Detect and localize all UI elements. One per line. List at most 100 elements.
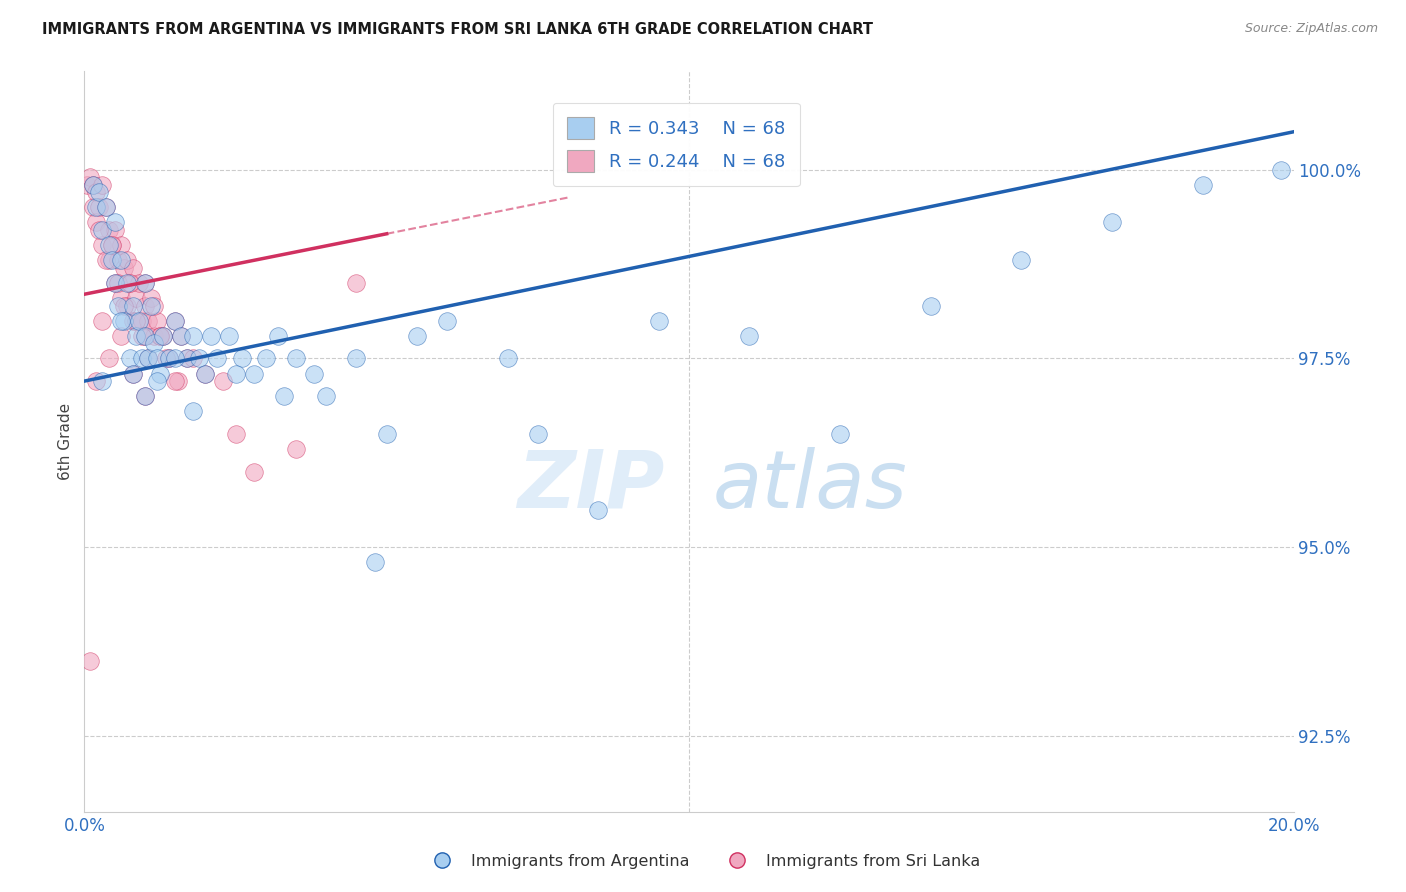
Text: Source: ZipAtlas.com: Source: ZipAtlas.com [1244, 22, 1378, 36]
Point [134, 276, 156, 290]
Point [110, 313, 132, 327]
Point [346, 351, 368, 366]
Point [152, 328, 174, 343]
Point [115, 276, 138, 290]
Point [346, 276, 368, 290]
Point [149, 328, 172, 343]
Point [82, 178, 104, 192]
Point [165, 313, 187, 327]
Point [104, 276, 127, 290]
Point [79, 170, 101, 185]
Point [142, 336, 165, 351]
Point [89, 223, 111, 237]
Point [170, 328, 193, 343]
Point [118, 276, 141, 290]
Point [496, 351, 519, 366]
Point [100, 253, 122, 268]
Point [139, 299, 162, 313]
Point [121, 367, 143, 381]
Point [142, 328, 165, 343]
Point [86, 186, 108, 200]
Point [200, 328, 222, 343]
Point [121, 260, 143, 275]
Point [267, 328, 290, 343]
Point [149, 367, 172, 381]
Point [302, 367, 325, 381]
Point [242, 465, 264, 479]
Point [97, 253, 120, 268]
Point [91, 238, 114, 252]
Point [89, 200, 111, 214]
Point [181, 351, 204, 366]
Point [97, 238, 120, 252]
Point [134, 389, 156, 403]
Point [920, 299, 942, 313]
Point [146, 313, 169, 327]
Point [134, 328, 156, 343]
Point [134, 299, 156, 313]
Point [406, 328, 429, 343]
Point [157, 351, 180, 366]
Point [91, 223, 114, 237]
Point [97, 351, 120, 366]
Point [152, 328, 174, 343]
Point [104, 223, 127, 237]
Point [136, 313, 159, 327]
Point [125, 291, 148, 305]
Point [212, 374, 235, 388]
Point [315, 389, 337, 403]
Point [165, 351, 187, 366]
Point [436, 313, 458, 327]
Point [86, 200, 108, 214]
Point [86, 374, 108, 388]
Point [285, 351, 308, 366]
Point [155, 351, 177, 366]
Point [176, 351, 198, 366]
Point [142, 299, 165, 313]
Point [121, 299, 143, 313]
Point [82, 178, 104, 192]
Point [86, 215, 108, 229]
Point [1192, 178, 1215, 192]
Point [110, 291, 132, 305]
Point [1011, 253, 1033, 268]
Point [170, 328, 193, 343]
Point [194, 367, 217, 381]
Point [107, 299, 129, 313]
Point [1101, 215, 1123, 229]
Legend: Immigrants from Argentina, Immigrants from Sri Lanka: Immigrants from Argentina, Immigrants fr… [419, 847, 987, 875]
Legend: R = 0.343    N = 68, R = 0.244    N = 68: R = 0.343 N = 68, R = 0.244 N = 68 [553, 103, 800, 186]
Point [165, 374, 187, 388]
Point [107, 253, 129, 268]
Point [112, 299, 135, 313]
Point [94, 200, 117, 214]
Point [89, 186, 111, 200]
Point [131, 328, 153, 343]
Point [134, 389, 156, 403]
Point [97, 223, 120, 237]
Point [79, 654, 101, 668]
Point [91, 374, 114, 388]
Point [157, 351, 180, 366]
Point [134, 276, 156, 290]
Point [115, 299, 138, 313]
Point [121, 313, 143, 327]
Point [225, 427, 247, 442]
Y-axis label: 6th Grade: 6th Grade [58, 403, 73, 480]
Point [165, 313, 187, 327]
Point [118, 276, 141, 290]
Point [131, 351, 153, 366]
Point [118, 351, 141, 366]
Point [181, 404, 204, 418]
Point [125, 313, 148, 327]
Point [375, 427, 398, 442]
Point [121, 367, 143, 381]
Point [136, 351, 159, 366]
Point [527, 427, 550, 442]
Point [136, 351, 159, 366]
Point [207, 351, 229, 366]
Point [181, 328, 204, 343]
Point [100, 238, 122, 252]
Text: atlas: atlas [713, 447, 908, 525]
Point [648, 313, 671, 327]
